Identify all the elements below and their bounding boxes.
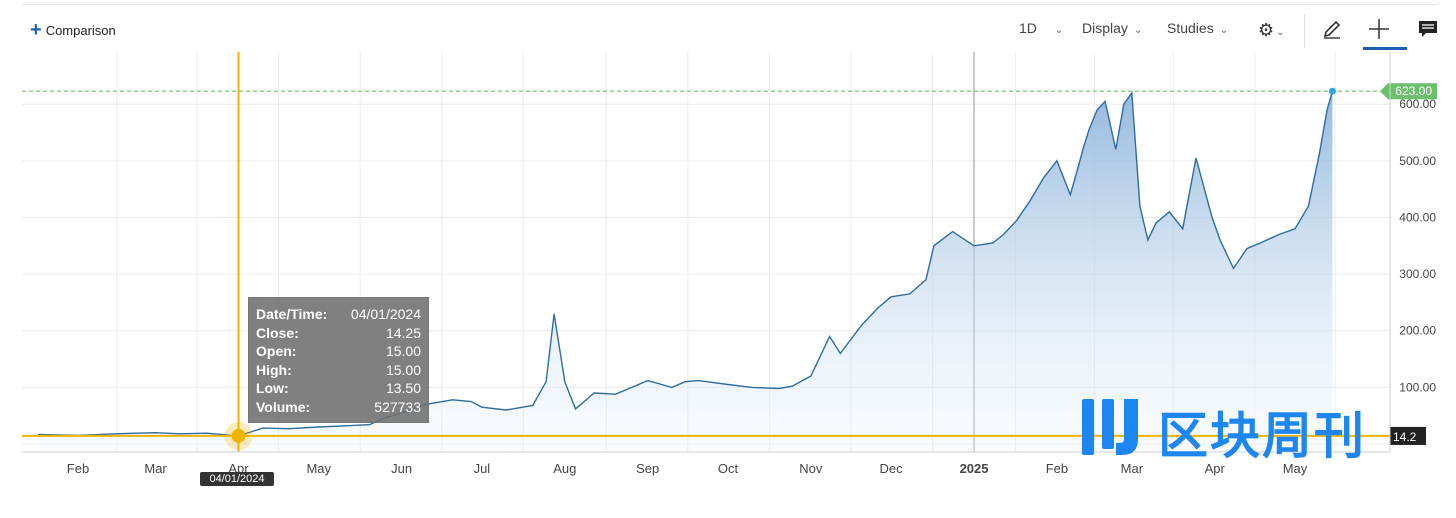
draw-button[interactable] [1317, 14, 1347, 44]
crosshair-button[interactable] [1364, 14, 1394, 44]
pencil-icon [1323, 20, 1341, 39]
chevron-down-icon: ⌄ [1133, 24, 1143, 36]
tooltip-datetime-key: Date/Time: [256, 306, 328, 322]
x-tick-label: Mar [144, 461, 167, 476]
y-tick-label: 300.00 [1399, 267, 1436, 281]
y-tick-label: 100.00 [1399, 380, 1436, 394]
comment-icon [1419, 21, 1437, 37]
x-tick-label: 2025 [960, 461, 989, 476]
toolbar-divider [1304, 14, 1305, 48]
interval-dropdown[interactable]: 1D ⌄ [1019, 20, 1063, 36]
x-tick-label: Mar [1121, 461, 1144, 476]
x-tick-label: Nov [799, 461, 823, 476]
top-border [22, 4, 1438, 5]
tooltip-open-value: 15.00 [385, 343, 421, 359]
tooltip-low-value: 13.50 [385, 380, 421, 396]
chevron-down-icon: ⌄ [1219, 24, 1229, 36]
plus-icon: + [30, 19, 42, 41]
x-tick-label: Feb [1046, 461, 1068, 476]
y-tick-label: 200.00 [1399, 324, 1436, 338]
tooltip-close-key: Close: [256, 324, 299, 341]
x-tick-label: Aug [553, 461, 576, 476]
studies-dropdown[interactable]: Studies ⌄ [1167, 20, 1228, 36]
tooltip-high-value: 15.00 [385, 361, 421, 378]
tooltip-volume-value: 527733 [374, 398, 421, 415]
chevron-down-icon: ⌄ [1276, 27, 1285, 38]
comparison-button[interactable]: + Comparison [30, 19, 116, 41]
price-area [37, 91, 1333, 452]
gear-icon: ⚙ [1258, 20, 1275, 40]
y-tick-label: 600.00 [1399, 97, 1436, 111]
chevron-down-icon: ⌄ [1054, 24, 1064, 36]
settings-dropdown[interactable]: ⚙ ⌄ [1258, 20, 1285, 41]
last-price-tag [1380, 83, 1437, 100]
comment-button[interactable] [1413, 14, 1443, 44]
display-dropdown[interactable]: Display ⌄ [1082, 20, 1142, 36]
watermark-logo-icon [1082, 399, 1138, 455]
interval-label: 1D [1019, 20, 1037, 36]
y-tick-label: 500.00 [1399, 154, 1436, 168]
crosshair-price-label: 14.2 [1393, 430, 1417, 444]
studies-label: Studies [1167, 20, 1214, 36]
crosshair-active-indicator [1363, 47, 1407, 50]
crosshair-icon [1369, 19, 1389, 39]
x-tick-label: Apr [1205, 461, 1226, 476]
tooltip-open-key: Open: [256, 343, 297, 359]
crosshair-point [231, 428, 246, 443]
tooltip-low-key: Low: [256, 380, 289, 396]
x-tick-label: Feb [67, 461, 89, 476]
data-tooltip: Date/Time: 04/01/2024 Close: 14.25 Open: 15… [248, 297, 429, 423]
x-tick-label: Jun [391, 461, 412, 476]
tooltip-volume-key: Volume: [256, 398, 311, 415]
x-tick-label: Dec [880, 461, 904, 476]
tooltip-close-value: 14.25 [385, 324, 421, 341]
y-tick-label: 400.00 [1399, 210, 1436, 224]
crosshair-date-label: 04/01/2024 [200, 472, 274, 486]
x-tick-label: May [1283, 461, 1308, 476]
last-price-label: 623.00 [1395, 84, 1432, 98]
display-label: Display [1082, 20, 1128, 36]
x-tick-label: Oct [718, 461, 739, 476]
x-tick-label: Sep [636, 461, 659, 476]
tooltip-high-key: High: [256, 361, 292, 378]
x-tick-label: Jul [474, 461, 491, 476]
comparison-label: Comparison [45, 22, 116, 38]
crosshair-price-box [1390, 426, 1426, 445]
watermark-text: 区块周刊 [1158, 407, 1366, 465]
tooltip-datetime-value: 04/01/2024 [350, 306, 421, 322]
last-price-point [1328, 87, 1336, 95]
x-tick-label: May [306, 461, 331, 476]
